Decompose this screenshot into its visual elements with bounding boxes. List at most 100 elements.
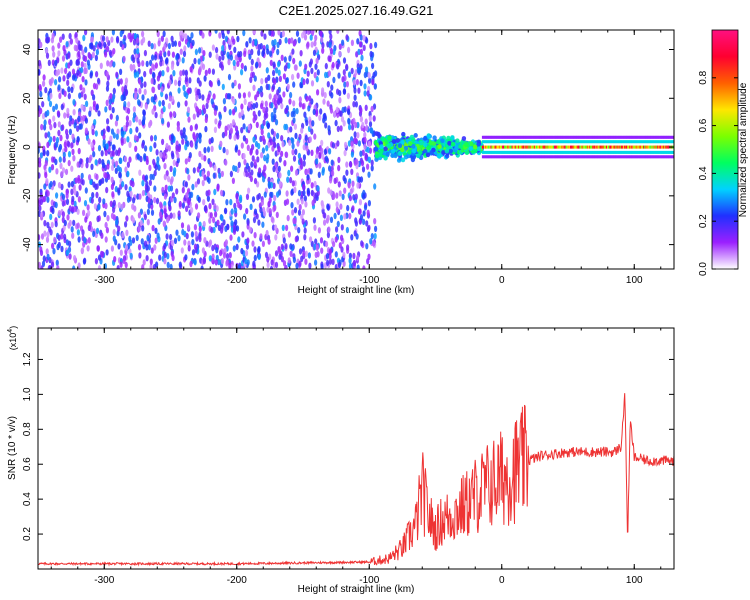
- heat-cell: [252, 260, 256, 267]
- heat-cell: [369, 94, 373, 101]
- heat-cell: [73, 122, 77, 129]
- heat-cell: [591, 145, 593, 149]
- heat-cell: [277, 60, 281, 68]
- heat-cell: [119, 78, 123, 85]
- heat-cell: [296, 198, 300, 205]
- heat-cell: [57, 234, 61, 241]
- heat-cell: [541, 155, 543, 159]
- heat-cell: [651, 145, 654, 149]
- heat-cell: [159, 113, 163, 120]
- heat-cell: [205, 190, 209, 197]
- heat-cell: [608, 150, 610, 154]
- heat-cell: [444, 148, 450, 154]
- heat-cell: [290, 165, 294, 172]
- heat-cell: [630, 135, 632, 139]
- heat-cell: [662, 145, 664, 149]
- heat-cell: [138, 132, 142, 139]
- spectrogram-x-ticks: -300 -200 -100 0 100: [50, 30, 662, 286]
- heat-cell: [534, 155, 537, 159]
- heat-cell: [510, 155, 513, 159]
- x-tick-label: 0: [499, 575, 505, 586]
- heat-cell: [596, 150, 598, 154]
- heat-cell: [300, 198, 304, 205]
- heat-cell: [537, 150, 539, 154]
- heat-cell: [643, 150, 645, 154]
- colorbar-tick-label: 0.0: [698, 262, 709, 276]
- heat-cell: [65, 192, 69, 199]
- heat-cell: [298, 260, 302, 267]
- heat-cell: [80, 172, 84, 180]
- heat-cell: [183, 90, 187, 98]
- heat-cell: [517, 140, 520, 144]
- heat-cell: [554, 155, 556, 159]
- heat-cell: [546, 145, 549, 149]
- heat-cell: [278, 156, 282, 163]
- heat-cell: [331, 170, 335, 177]
- heat-cell: [105, 186, 109, 194]
- heat-cell: [64, 145, 68, 153]
- heat-cell: [59, 162, 63, 170]
- heat-cell: [524, 155, 526, 159]
- heat-cell: [348, 123, 352, 131]
- heat-cell: [363, 204, 368, 211]
- heat-cell: [87, 138, 91, 145]
- heat-cell: [111, 149, 115, 157]
- heat-cell: [198, 225, 202, 233]
- heat-cell: [153, 43, 157, 50]
- heat-cell: [272, 136, 276, 143]
- heat-cell: [552, 140, 555, 144]
- heat-cell: [647, 150, 649, 154]
- heat-cell: [616, 150, 619, 154]
- heat-cell: [397, 151, 402, 156]
- heat-cell: [222, 252, 227, 259]
- heat-cell: [278, 75, 282, 83]
- heat-cell: [240, 69, 244, 76]
- heat-cell: [126, 190, 130, 198]
- heat-cell: [497, 135, 500, 139]
- heat-cell: [46, 141, 50, 148]
- heat-cell: [233, 134, 237, 141]
- heat-cell: [90, 163, 94, 170]
- heat-cell: [583, 140, 586, 144]
- heat-cell: [112, 235, 116, 242]
- heat-cell: [51, 45, 55, 52]
- heat-cell: [546, 150, 549, 154]
- heat-cell: [113, 256, 117, 263]
- heat-cell: [143, 88, 147, 96]
- heat-cell: [151, 108, 155, 115]
- heat-cell: [558, 140, 560, 144]
- heat-cell: [649, 150, 651, 154]
- heat-cell: [132, 112, 137, 119]
- heat-cell: [295, 262, 299, 269]
- y-tick-label: -40: [22, 237, 33, 252]
- heat-cell: [363, 83, 367, 90]
- heat-cell: [70, 226, 74, 233]
- heat-cell: [252, 84, 256, 92]
- heat-cell: [538, 135, 540, 139]
- heat-cell: [561, 155, 563, 159]
- heat-cell: [215, 205, 219, 212]
- heat-cell: [395, 138, 400, 143]
- heat-cell: [514, 150, 517, 154]
- heat-cell: [163, 162, 167, 170]
- heat-cell: [287, 169, 291, 177]
- heat-cell: [38, 84, 42, 91]
- heat-cell: [190, 141, 194, 148]
- heat-cell: [179, 48, 183, 55]
- heat-cell: [72, 109, 76, 116]
- heat-cell: [170, 35, 174, 42]
- heat-cell: [71, 74, 76, 81]
- heat-cell: [558, 155, 560, 159]
- heat-cell: [270, 128, 274, 135]
- heat-cell: [339, 203, 343, 210]
- heat-cell: [87, 224, 91, 232]
- heat-cell: [219, 140, 223, 147]
- heat-cell: [186, 41, 191, 48]
- heat-cell: [481, 150, 484, 154]
- heat-cell: [68, 253, 72, 260]
- heat-cell: [98, 196, 102, 204]
- heat-cell: [517, 145, 520, 149]
- heat-cell: [448, 148, 453, 154]
- heat-cell: [220, 222, 224, 230]
- heat-cell: [507, 140, 509, 144]
